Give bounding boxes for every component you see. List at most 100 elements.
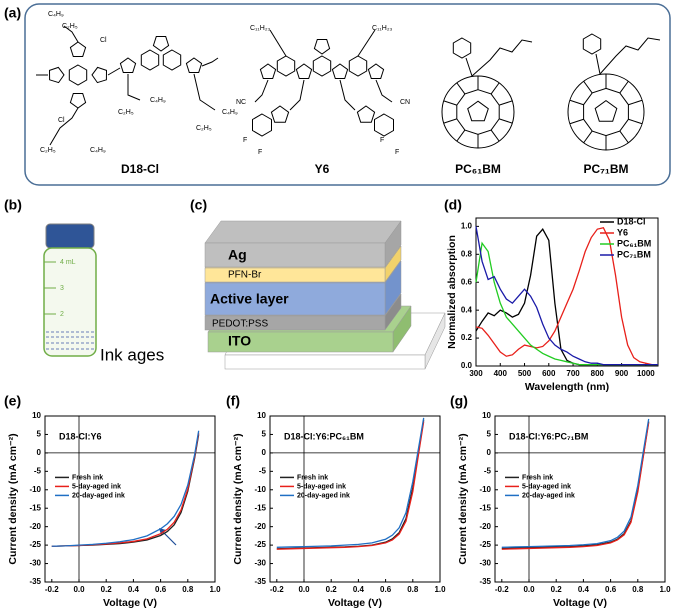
y-tick-label: 0.2 bbox=[461, 333, 473, 342]
legend-label: 5-day-aged ink bbox=[522, 483, 571, 490]
data-line bbox=[501, 418, 650, 548]
ring bbox=[152, 36, 170, 52]
bond bbox=[49, 107, 79, 146]
bond bbox=[499, 100, 513, 106]
bond bbox=[595, 53, 601, 75]
bond bbox=[628, 99, 643, 106]
x-tick-label: 0.8 bbox=[407, 585, 419, 594]
y-tick-label: 5 bbox=[37, 430, 42, 439]
bond bbox=[456, 82, 466, 95]
ring bbox=[276, 55, 296, 77]
bond bbox=[628, 118, 643, 125]
layer-label: PFN-Br bbox=[228, 270, 262, 281]
panel-label: (d) bbox=[444, 197, 462, 213]
chart-annotation: D18-Cl:Y6:PC₇₁BM bbox=[509, 431, 588, 441]
data-line bbox=[501, 422, 650, 550]
bond bbox=[569, 118, 584, 125]
bond bbox=[254, 79, 269, 103]
legend-label: Fresh ink bbox=[72, 474, 103, 481]
bond bbox=[456, 129, 466, 142]
panel-label: (b) bbox=[4, 197, 22, 213]
bond bbox=[375, 79, 393, 103]
x-axis-title: Voltage (V) bbox=[328, 597, 382, 609]
x-tick-label: 0.8 bbox=[632, 585, 644, 594]
atom-label: C₁₁H₂₃ bbox=[372, 25, 393, 32]
bond bbox=[269, 29, 287, 57]
atom-label: F bbox=[258, 149, 262, 156]
x-tick-label: 0.4 bbox=[128, 585, 140, 594]
ring bbox=[295, 63, 313, 79]
data-line bbox=[475, 226, 658, 366]
x-tick-label: 0.0 bbox=[523, 585, 535, 594]
ring bbox=[48, 66, 65, 84]
ring bbox=[185, 57, 203, 73]
x-tick-label: 0.0 bbox=[73, 585, 85, 594]
y-tick-label: -5 bbox=[484, 466, 492, 475]
legend-label: D18-Cl bbox=[617, 216, 646, 226]
vial-cap bbox=[45, 223, 95, 249]
y-tick-label: 10 bbox=[32, 411, 41, 420]
layer-label: Active layer bbox=[210, 291, 289, 307]
y-axis-title: Normalized absorption bbox=[446, 235, 458, 349]
panel-frame bbox=[24, 3, 671, 186]
ink-level bbox=[46, 331, 94, 350]
atom-label: C₂H₅ bbox=[118, 109, 134, 116]
bond bbox=[619, 80, 629, 94]
y-tick-label: 10 bbox=[482, 411, 491, 420]
bond bbox=[490, 82, 500, 95]
y-tick-label: -15 bbox=[29, 503, 41, 512]
vial-body bbox=[43, 247, 97, 357]
bond bbox=[443, 118, 457, 124]
atom-label: NC bbox=[236, 99, 246, 106]
molecule-structures bbox=[36, 25, 661, 151]
x-tick-label: 1.0 bbox=[659, 585, 671, 594]
legend-label: Fresh ink bbox=[297, 474, 328, 481]
x-tick-label: 0.0 bbox=[298, 585, 310, 594]
ring bbox=[356, 105, 376, 123]
y-tick-label: -35 bbox=[254, 577, 266, 586]
atom-label: F bbox=[395, 149, 399, 156]
ring bbox=[119, 57, 137, 73]
x-tick-label: 0.6 bbox=[380, 585, 392, 594]
layer-front bbox=[224, 354, 426, 370]
x-tick-label: 700 bbox=[566, 369, 580, 378]
y-tick-label: -35 bbox=[29, 577, 41, 586]
atom-label: C₁₁H₂₃ bbox=[250, 25, 271, 32]
y-tick-label: -10 bbox=[254, 485, 266, 494]
layer-front bbox=[204, 315, 386, 331]
ring bbox=[348, 55, 368, 77]
x-axis-title: Wavelength (nm) bbox=[525, 381, 609, 393]
x-axis-title: Voltage (V) bbox=[103, 597, 157, 609]
y-tick-label: -10 bbox=[479, 485, 491, 494]
atom-label: F bbox=[380, 137, 384, 144]
y-tick-label: -20 bbox=[479, 522, 491, 531]
data-line bbox=[276, 417, 425, 548]
x-tick-label: 800 bbox=[591, 369, 605, 378]
bond bbox=[339, 79, 356, 111]
x-tick-label: 0.2 bbox=[326, 585, 338, 594]
y-axis-title: Current density (mA cm⁻²) bbox=[232, 433, 244, 564]
y-tick-label: 1.0 bbox=[461, 221, 473, 230]
x-axis-title: Voltage (V) bbox=[553, 597, 607, 609]
x-tick-label: 600 bbox=[542, 369, 556, 378]
atom-label: C₄H₉ bbox=[150, 97, 166, 104]
y-axis-title: Current density (mA cm⁻²) bbox=[457, 433, 469, 564]
y-tick-label: 0.6 bbox=[461, 277, 473, 286]
y-tick-label: -20 bbox=[29, 522, 41, 531]
bond bbox=[127, 74, 141, 101]
x-tick-label: -0.2 bbox=[495, 585, 509, 594]
layer-top bbox=[204, 220, 402, 244]
panel-label: (f) bbox=[226, 393, 240, 409]
y-tick-label: 0.4 bbox=[461, 305, 473, 314]
y-tick-label: 0 bbox=[262, 448, 267, 457]
x-tick-label: 0.8 bbox=[182, 585, 194, 594]
bond bbox=[443, 100, 457, 106]
atom-label: C₄H₉ bbox=[90, 147, 106, 154]
plot-frame bbox=[269, 415, 441, 583]
plot-frame bbox=[494, 415, 666, 583]
ring bbox=[69, 93, 87, 109]
atom-label: C₂H₅ bbox=[196, 125, 212, 132]
legend-label: PC₆₁BM bbox=[617, 238, 651, 248]
ring bbox=[331, 63, 349, 79]
